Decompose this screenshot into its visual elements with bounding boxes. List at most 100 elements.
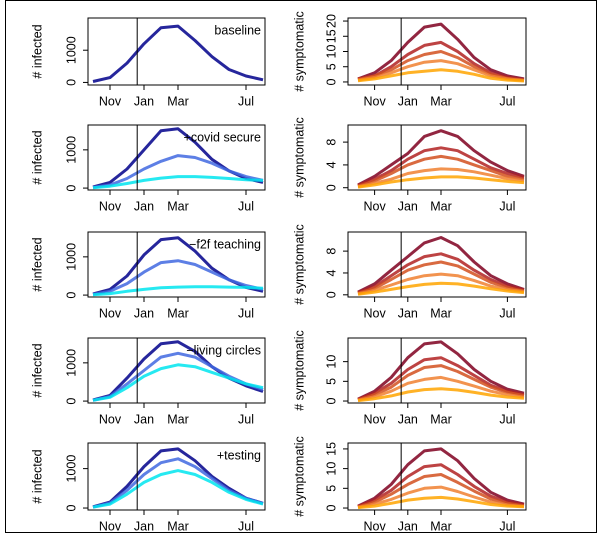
series-line (357, 473, 525, 509)
y-tick-label: 10 (324, 355, 338, 369)
y-tick-label: 0 (64, 505, 78, 512)
series-line (92, 24, 264, 83)
x-tick-label: Mar (430, 199, 452, 213)
x-tick-label: Jan (134, 412, 154, 426)
x-tick-label: Nov (99, 94, 122, 108)
y-tick-label: 4 (324, 269, 338, 276)
x-tick-label: Nov (99, 199, 122, 213)
series-line (357, 495, 525, 510)
x-tick-label: Nov (363, 519, 386, 533)
y-tick-label: 1000 (64, 349, 78, 377)
x-tick-label: Nov (99, 519, 122, 533)
y-tick-label: 4 (324, 161, 338, 168)
y-tick-label: 5 (324, 63, 338, 70)
x-tick-label: Jul (499, 306, 515, 320)
x-tick-label: Jan (398, 306, 418, 320)
plot-frame (87, 231, 266, 298)
series-line (357, 485, 525, 509)
x-tick-label: Jul (238, 519, 254, 533)
series-line (357, 175, 525, 189)
x-tick-label: Jul (499, 94, 515, 108)
x-tick-label: Mar (430, 306, 452, 320)
series-line (357, 356, 525, 401)
plot-frame (347, 17, 527, 86)
plot-frame (347, 124, 527, 191)
series-line (357, 154, 525, 188)
x-tick-label: Jul (238, 94, 254, 108)
y-axis-label: # symptomatic (292, 436, 306, 517)
x-tick-label: Jan (134, 519, 154, 533)
panel: 0 5 10 15 Nov Jan Mar Jul # symptomatic (292, 436, 527, 533)
series-line (92, 363, 264, 402)
x-tick-label: Jan (134, 94, 154, 108)
panel: 0 1000 Nov Jan Mar Jul # infected baseline (30, 17, 266, 108)
y-axis-label: # symptomatic (292, 224, 306, 305)
panel: 0 5 10 Nov Jan Mar Jul # symptomatic (292, 330, 527, 426)
series-line (357, 447, 525, 508)
panel: 0 1000 Nov Jan Mar Jul # infected +testing (30, 442, 266, 533)
panel: 0 4 8 Nov Jan Mar Jul # symptomatic (292, 224, 527, 320)
y-tick-label: 5 (324, 378, 338, 385)
x-tick-label: Jan (398, 412, 418, 426)
y-tick-label: 8 (324, 139, 338, 146)
series-line (92, 469, 264, 509)
y-axis-label: # infected (30, 24, 44, 78)
panel: 0 1000 Nov Jan Mar Jul # infected −f2f teaching (30, 231, 266, 320)
panel: 0 1000 Nov Jan Mar Jul # infected +covid secure (30, 124, 266, 213)
x-tick-label: Nov (363, 199, 386, 213)
x-tick-label: Nov (363, 94, 386, 108)
series-line (357, 236, 525, 294)
series-line (357, 146, 525, 187)
y-tick-label: 0 (64, 398, 78, 405)
y-tick-label: 10 (324, 45, 338, 59)
y-tick-label: 0 (324, 291, 338, 298)
series-line (357, 252, 525, 295)
annotation: +covid secure (184, 130, 262, 144)
series-line (357, 129, 525, 187)
y-tick-label: 1000 (64, 36, 78, 64)
y-tick-label: 20 (324, 14, 338, 28)
series-line (357, 463, 525, 508)
y-tick-label: 0 (324, 505, 338, 512)
y-tick-label: 8 (324, 248, 338, 255)
x-tick-label: Nov (99, 306, 122, 320)
y-tick-label: 15 (324, 29, 338, 43)
x-tick-label: Mar (430, 519, 452, 533)
y-tick-label: 0 (324, 398, 338, 405)
y-axis-label: # infected (30, 343, 44, 397)
y-tick-label: 10 (324, 462, 338, 476)
x-tick-label: Jan (398, 94, 418, 108)
series-line (92, 259, 264, 296)
y-tick-label: 1000 (64, 136, 78, 164)
y-axis-label: # symptomatic (292, 117, 306, 198)
x-tick-label: Jan (398, 519, 418, 533)
series-line (357, 387, 525, 403)
y-axis-label: # infected (30, 237, 44, 291)
x-tick-label: Jul (499, 412, 515, 426)
y-tick-label: 0 (64, 292, 78, 299)
series-line (357, 59, 525, 82)
y-tick-label: 5 (324, 485, 338, 492)
y-axis-label: # infected (30, 449, 44, 503)
x-tick-label: Mar (167, 199, 189, 213)
y-tick-label: 0 (324, 78, 338, 85)
panel: 0 1000 Nov Jan Mar Jul # infected −living circl… (30, 337, 266, 426)
series-line (92, 285, 264, 297)
series-line (92, 457, 264, 509)
x-tick-label: Mar (167, 306, 189, 320)
series-line (357, 68, 525, 83)
y-tick-label: 0 (64, 185, 78, 192)
plot-frame (87, 17, 266, 86)
x-tick-label: Mar (430, 412, 452, 426)
series-line (92, 154, 264, 189)
y-tick-label: 1000 (64, 455, 78, 483)
series-line (357, 22, 525, 81)
y-tick-label: 0 (64, 79, 78, 86)
x-tick-label: Nov (363, 412, 386, 426)
annotation: −living circles (186, 343, 261, 357)
series-line (357, 340, 525, 401)
x-tick-label: Nov (363, 306, 386, 320)
x-tick-label: Jul (238, 199, 254, 213)
y-tick-label: 0 (324, 184, 338, 191)
